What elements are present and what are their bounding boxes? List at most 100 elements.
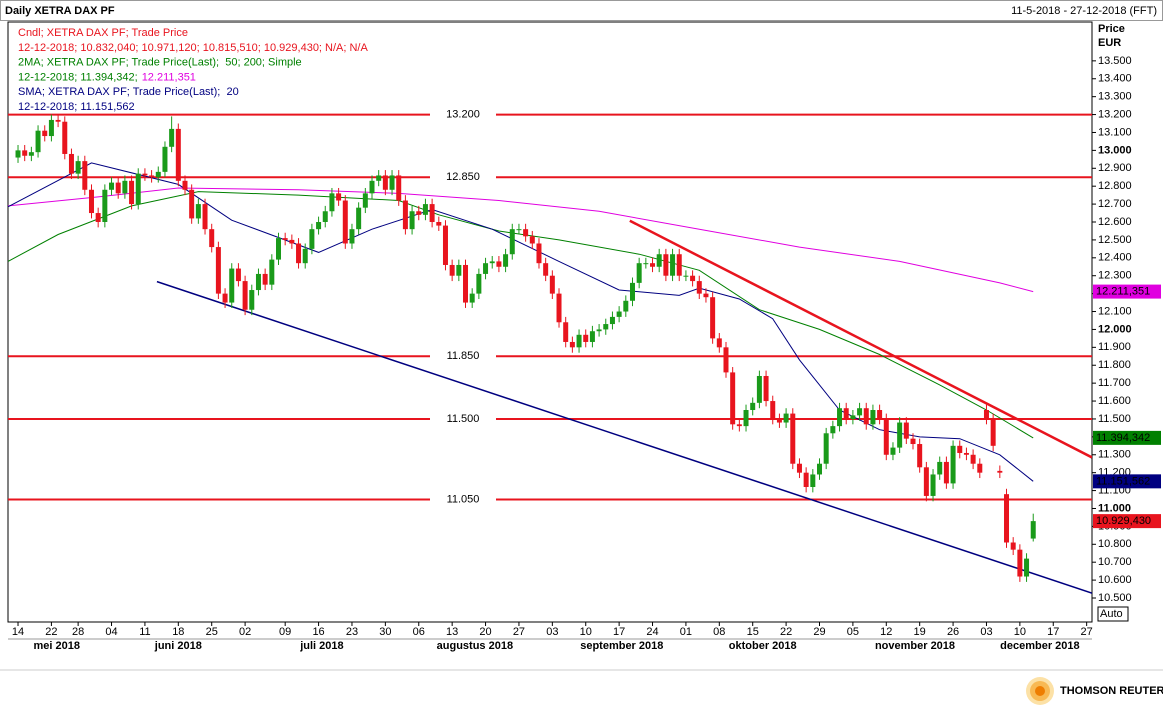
- candle-body: [696, 281, 702, 294]
- candle-body: [643, 263, 649, 265]
- candle-body: [743, 410, 749, 427]
- candle-body: [1010, 542, 1016, 550]
- candle-body: [296, 243, 302, 264]
- candle-body: [142, 173, 148, 176]
- y-tick-label: 12.900: [1098, 162, 1132, 174]
- candle-body: [837, 408, 843, 427]
- y-tick-label: 10.700: [1098, 556, 1132, 568]
- y-tick-label: 11.800: [1098, 359, 1131, 371]
- x-tick-label: 17: [1047, 626, 1059, 638]
- candle-body: [449, 264, 455, 276]
- x-tick-label: 13: [446, 626, 458, 638]
- candle-body: [516, 229, 522, 231]
- y-tick-label: 13.000: [1098, 144, 1132, 156]
- candle-body: [409, 211, 415, 230]
- x-tick-label: 10: [580, 626, 592, 638]
- candle-body: [796, 463, 802, 473]
- candle-body: [910, 438, 916, 445]
- x-tick-label: 29: [813, 626, 825, 638]
- legend-line: Cndl; XETRA DAX PF; Trade Price: [18, 27, 188, 39]
- y-tick-label: 12.800: [1098, 180, 1132, 192]
- x-tick-label: 12: [880, 626, 892, 638]
- legend-line: 12-12-2018; 10.832,040; 10.971,120; 10.8…: [18, 42, 368, 54]
- legend-line: 12-12-2018; 11.151,562: [18, 101, 135, 113]
- candle-body: [690, 275, 696, 282]
- candle-body: [950, 445, 956, 484]
- candle-body: [629, 282, 635, 301]
- scale-mode-box: [1097, 606, 1129, 622]
- candle-body: [88, 189, 94, 214]
- x-tick-label: 03: [546, 626, 558, 638]
- candle-body: [389, 175, 395, 190]
- candle-body: [863, 408, 869, 425]
- candle-body: [1017, 549, 1023, 577]
- x-tick-label: 30: [379, 626, 391, 638]
- last-value-box: [1093, 284, 1161, 299]
- trendline: [156, 280, 1092, 594]
- candle-body: [289, 239, 295, 244]
- candle-body: [149, 175, 155, 178]
- level-label-bg: [430, 346, 496, 367]
- candle-body: [563, 322, 569, 342]
- last-value-label: 11.151,562: [1096, 475, 1150, 487]
- ma-line: [8, 187, 1034, 293]
- y-axis-label: Price: [1098, 23, 1125, 35]
- level-label: 13.200: [446, 108, 480, 120]
- candle-body: [463, 264, 469, 303]
- candle-body: [843, 408, 849, 419]
- x-tick-label: 22: [780, 626, 792, 638]
- candle-body: [703, 293, 709, 298]
- legend-part: 12-12-2018; 10.832,040; 10.971,120; 10.8…: [18, 42, 368, 54]
- x-tick-label: 14: [12, 626, 24, 638]
- y-tick-label: 11.000: [1098, 502, 1131, 514]
- candle-body: [636, 263, 642, 283]
- candle-body: [850, 415, 856, 419]
- candle-body: [422, 204, 428, 215]
- candle-body: [616, 311, 622, 317]
- legend-part: Cndl; XETRA DAX PF; Trade Price: [18, 27, 188, 39]
- candle-body: [376, 175, 382, 181]
- candle-body: [623, 300, 629, 312]
- candle-body: [282, 238, 288, 240]
- y-tick-label: 13.500: [1098, 55, 1132, 67]
- y-tick-label: 12.700: [1098, 198, 1132, 210]
- candle-body: [923, 467, 929, 496]
- y-tick-label: 13.300: [1098, 91, 1132, 103]
- last-value-box: [1093, 430, 1161, 445]
- candle-body: [15, 150, 21, 158]
- candle-body: [603, 324, 609, 330]
- y-tick-label: 12.300: [1098, 270, 1132, 282]
- candle-body: [48, 119, 54, 137]
- candle-body: [342, 200, 348, 244]
- candle-body: [723, 347, 729, 373]
- y-tick-label: 11.900: [1098, 341, 1131, 353]
- legend-part: SMA; XETRA DAX PF; Trade Price(Last); 20: [18, 86, 239, 98]
- candle-body: [650, 263, 656, 267]
- candle-body: [810, 474, 816, 487]
- candle-body: [336, 193, 342, 201]
- candle-body: [195, 204, 201, 219]
- candle-body: [269, 259, 275, 285]
- y-tick-label: 11.300: [1098, 449, 1131, 461]
- level-label: 12.850: [446, 171, 480, 183]
- candle-body: [576, 334, 582, 348]
- candle-body: [937, 461, 943, 475]
- candle-body: [416, 211, 422, 215]
- month-label: oktober 2018: [729, 640, 797, 652]
- candle-body: [583, 334, 589, 342]
- candle-body: [523, 229, 529, 237]
- candle-body: [129, 180, 135, 205]
- ma-line: [8, 191, 1034, 439]
- candle-body: [977, 463, 983, 473]
- candle-body: [483, 263, 489, 274]
- candle-body: [275, 238, 281, 260]
- candle-body: [442, 225, 448, 265]
- candle-body: [656, 254, 662, 267]
- candle-body: [242, 281, 248, 310]
- candle-body: [456, 264, 462, 276]
- last-value-box: [1093, 514, 1161, 529]
- level-label: 11.050: [447, 493, 480, 505]
- candle-body: [28, 152, 34, 156]
- x-tick-label: 24: [646, 626, 658, 638]
- chart-title: Daily XETRA DAX PF: [5, 5, 115, 17]
